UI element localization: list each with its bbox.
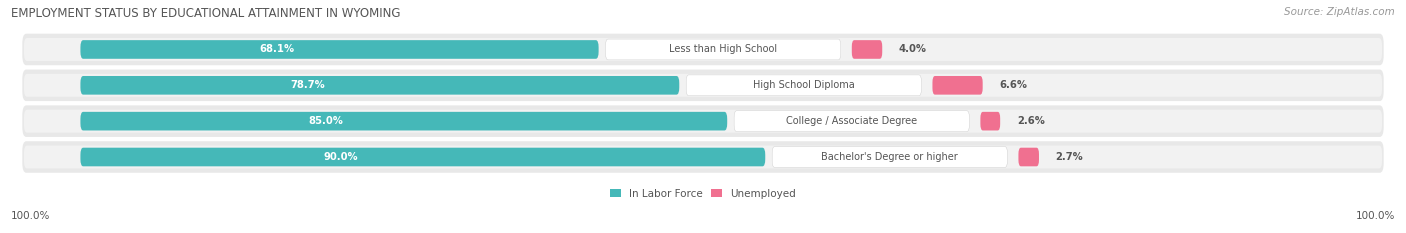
Text: Source: ZipAtlas.com: Source: ZipAtlas.com	[1284, 7, 1395, 17]
FancyBboxPatch shape	[24, 110, 1382, 133]
FancyBboxPatch shape	[24, 38, 1382, 61]
Text: 6.6%: 6.6%	[1000, 80, 1028, 90]
FancyBboxPatch shape	[606, 39, 841, 60]
FancyBboxPatch shape	[932, 76, 983, 95]
FancyBboxPatch shape	[22, 141, 1384, 173]
Text: 4.0%: 4.0%	[898, 45, 927, 55]
Text: High School Diploma: High School Diploma	[754, 80, 855, 90]
Text: College / Associate Degree: College / Associate Degree	[786, 116, 917, 126]
Text: Less than High School: Less than High School	[669, 45, 778, 55]
FancyBboxPatch shape	[734, 111, 969, 132]
Text: 68.1%: 68.1%	[260, 45, 295, 55]
FancyBboxPatch shape	[980, 112, 1000, 130]
Text: Bachelor's Degree or higher: Bachelor's Degree or higher	[821, 152, 957, 162]
Text: 100.0%: 100.0%	[11, 211, 51, 221]
FancyBboxPatch shape	[772, 147, 1007, 167]
FancyBboxPatch shape	[24, 74, 1382, 97]
Text: 78.7%: 78.7%	[291, 80, 325, 90]
FancyBboxPatch shape	[22, 34, 1384, 65]
FancyBboxPatch shape	[1018, 148, 1039, 166]
FancyBboxPatch shape	[80, 40, 599, 59]
Text: 2.6%: 2.6%	[1017, 116, 1045, 126]
FancyBboxPatch shape	[24, 146, 1382, 168]
FancyBboxPatch shape	[80, 76, 679, 95]
FancyBboxPatch shape	[80, 112, 727, 130]
Text: EMPLOYMENT STATUS BY EDUCATIONAL ATTAINMENT IN WYOMING: EMPLOYMENT STATUS BY EDUCATIONAL ATTAINM…	[11, 7, 401, 20]
Text: 2.7%: 2.7%	[1056, 152, 1084, 162]
FancyBboxPatch shape	[852, 40, 882, 59]
FancyBboxPatch shape	[686, 75, 921, 96]
Text: 90.0%: 90.0%	[323, 152, 359, 162]
Text: 100.0%: 100.0%	[1355, 211, 1395, 221]
Legend: In Labor Force, Unemployed: In Labor Force, Unemployed	[610, 189, 796, 199]
FancyBboxPatch shape	[80, 148, 765, 166]
FancyBboxPatch shape	[22, 69, 1384, 101]
FancyBboxPatch shape	[22, 105, 1384, 137]
Text: 85.0%: 85.0%	[309, 116, 343, 126]
